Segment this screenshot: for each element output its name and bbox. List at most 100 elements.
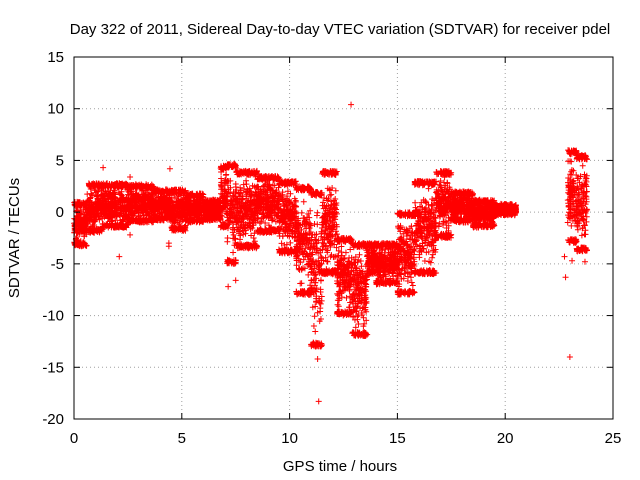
data-point bbox=[153, 189, 160, 196]
data-point bbox=[118, 192, 125, 199]
data-point bbox=[139, 191, 146, 198]
data-point bbox=[88, 228, 95, 235]
data-point bbox=[142, 189, 149, 196]
data-point bbox=[102, 206, 109, 213]
data-point bbox=[92, 189, 99, 196]
data-point bbox=[126, 215, 133, 222]
data-point bbox=[172, 204, 179, 211]
data-point bbox=[179, 212, 186, 219]
data-point bbox=[90, 203, 97, 210]
data-point bbox=[93, 204, 100, 211]
data-point bbox=[122, 224, 129, 231]
data-point bbox=[82, 225, 89, 232]
data-point bbox=[153, 214, 160, 221]
data-point bbox=[89, 192, 96, 199]
data-point bbox=[137, 182, 144, 189]
data-point bbox=[156, 200, 163, 207]
data-point bbox=[137, 216, 144, 223]
data-point bbox=[117, 195, 124, 202]
data-point bbox=[88, 181, 95, 188]
data-point bbox=[332, 187, 339, 194]
data-point bbox=[302, 245, 309, 252]
data-point bbox=[100, 183, 107, 190]
data-point bbox=[276, 232, 283, 239]
data-point bbox=[98, 228, 105, 235]
data-point bbox=[72, 201, 79, 208]
data-point bbox=[159, 189, 166, 196]
data-point bbox=[105, 183, 112, 190]
data-point bbox=[75, 229, 82, 236]
data-points bbox=[71, 101, 591, 405]
data-point bbox=[169, 212, 176, 219]
data-point bbox=[127, 219, 134, 226]
data-point bbox=[102, 200, 109, 207]
data-point bbox=[224, 238, 231, 245]
data-point bbox=[126, 184, 133, 191]
data-point bbox=[312, 328, 319, 335]
data-point bbox=[144, 219, 151, 226]
data-point bbox=[148, 191, 155, 198]
data-point bbox=[86, 205, 93, 212]
data-point bbox=[114, 180, 121, 187]
data-point bbox=[76, 240, 83, 247]
data-point bbox=[81, 240, 88, 247]
data-point bbox=[133, 191, 140, 198]
data-point bbox=[158, 195, 165, 202]
data-point bbox=[130, 183, 137, 190]
data-point bbox=[77, 241, 84, 248]
data-point bbox=[93, 193, 100, 200]
data-point bbox=[118, 191, 125, 198]
data-point bbox=[176, 208, 183, 215]
data-point bbox=[127, 195, 134, 202]
data-point bbox=[314, 209, 321, 216]
data-point bbox=[298, 280, 305, 287]
data-point bbox=[128, 191, 135, 198]
data-point bbox=[144, 185, 151, 192]
data-point bbox=[298, 209, 305, 216]
data-point bbox=[144, 195, 151, 202]
data-point bbox=[159, 216, 166, 223]
data-point bbox=[95, 198, 102, 205]
data-point bbox=[80, 215, 87, 222]
data-point bbox=[161, 197, 168, 204]
data-point bbox=[150, 206, 157, 213]
data-point bbox=[156, 205, 163, 212]
data-point bbox=[104, 188, 111, 195]
data-point bbox=[113, 205, 120, 212]
data-point bbox=[113, 213, 120, 220]
data-point bbox=[128, 208, 135, 215]
data-point bbox=[177, 202, 184, 209]
data-point bbox=[328, 191, 335, 198]
data-point bbox=[94, 226, 101, 233]
data-point bbox=[108, 205, 115, 212]
data-point bbox=[104, 220, 111, 227]
data-point bbox=[170, 203, 177, 210]
data-point bbox=[168, 198, 175, 205]
data-point bbox=[104, 215, 111, 222]
data-point bbox=[230, 249, 237, 256]
data-point bbox=[278, 240, 285, 247]
data-point bbox=[131, 197, 138, 204]
data-point bbox=[357, 257, 364, 264]
data-point bbox=[175, 217, 182, 224]
data-point bbox=[108, 181, 115, 188]
data-point bbox=[114, 224, 121, 231]
data-point bbox=[86, 198, 93, 205]
data-point bbox=[105, 224, 112, 231]
data-point bbox=[126, 204, 133, 211]
data-point bbox=[310, 322, 317, 329]
data-point bbox=[147, 203, 154, 210]
data-point bbox=[343, 294, 350, 301]
data-point bbox=[311, 313, 318, 320]
data-point bbox=[138, 207, 145, 214]
data-point bbox=[105, 195, 112, 202]
data-point bbox=[111, 194, 118, 201]
data-point bbox=[120, 208, 127, 215]
data-point bbox=[94, 199, 101, 206]
data-point bbox=[110, 190, 117, 197]
data-point bbox=[141, 215, 148, 222]
data-point bbox=[335, 303, 342, 310]
data-point bbox=[85, 209, 92, 216]
data-point bbox=[300, 198, 307, 205]
